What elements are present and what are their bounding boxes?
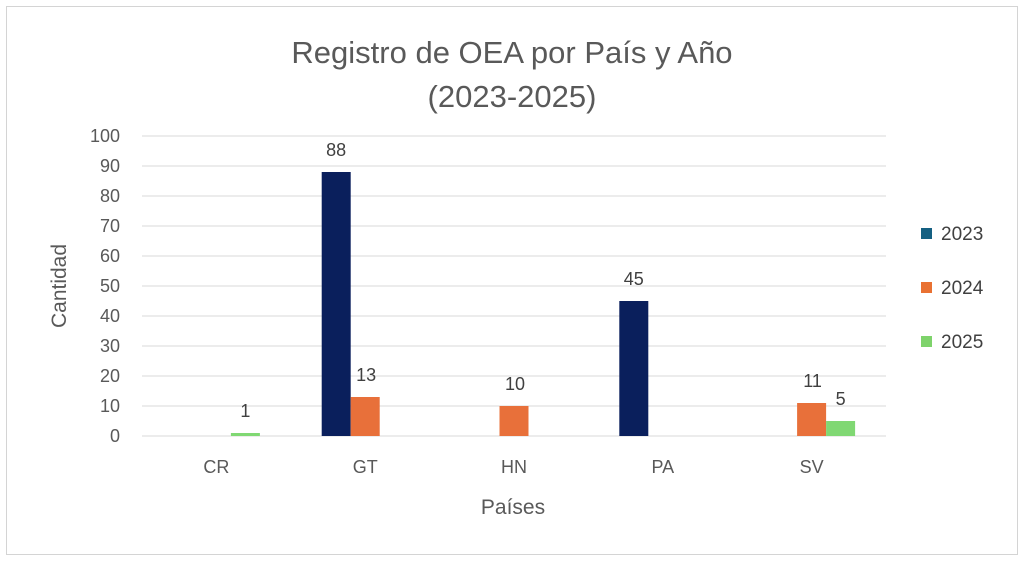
x-tick-label: CR: [203, 457, 229, 477]
legend-label-2024: 2024: [941, 278, 984, 299]
y-tick-label: 0: [110, 426, 120, 446]
bar-2023-GT: [321, 172, 351, 436]
data-label: 13: [356, 365, 376, 385]
y-tick-label: 20: [100, 366, 120, 386]
bar-2025-CR: [230, 433, 260, 436]
y-axis-ticks: 0 10 20 30 40 50 60 70 80 90 100: [90, 126, 120, 446]
bar-2024-HN: [499, 406, 529, 436]
bar-2024-SV: [797, 403, 827, 436]
bar-2025-SV: [826, 421, 856, 436]
data-label: 45: [624, 269, 644, 289]
legend-label-2025: 2025: [941, 332, 983, 353]
y-tick-label: 30: [100, 336, 120, 356]
legend: 2023 2024 2025: [921, 224, 984, 353]
y-tick-label: 100: [90, 126, 120, 146]
legend-label-2023: 2023: [941, 224, 983, 245]
x-tick-label: GT: [353, 457, 378, 477]
y-tick-label: 10: [100, 396, 120, 416]
x-tick-label: SV: [800, 457, 824, 477]
bar-2024-GT: [350, 397, 380, 436]
y-tick-label: 50: [100, 276, 120, 296]
y-tick-label: 60: [100, 246, 120, 266]
data-label: 5: [836, 389, 846, 409]
y-tick-label: 80: [100, 186, 120, 206]
bar-2023-PA: [619, 301, 649, 436]
x-tick-label: PA: [651, 457, 674, 477]
y-tick-label: 70: [100, 216, 120, 236]
data-label: 11: [803, 371, 822, 391]
legend-swatch-2024: [921, 282, 932, 293]
data-label: 1: [240, 401, 250, 421]
data-labels: 1 88 13 10 45 11 5: [240, 140, 845, 421]
legend-swatch-2025: [921, 336, 932, 347]
y-axis-title: Cantidad: [48, 244, 71, 328]
gridlines: [142, 135, 886, 437]
data-label: 10: [505, 374, 525, 394]
chart-frame: [6, 6, 1018, 555]
x-axis-title: Países: [481, 496, 545, 519]
chart-title-line-1: Registro de OEA por País y Año: [291, 35, 732, 70]
x-tick-label: HN: [501, 457, 527, 477]
x-axis-ticks: CR GT HN PA SV: [203, 457, 823, 477]
legend-swatch-2023: [921, 228, 932, 239]
bars: [230, 172, 856, 436]
y-tick-label: 40: [100, 306, 120, 326]
data-label: 88: [326, 140, 346, 160]
y-tick-label: 90: [100, 156, 120, 176]
chart-title-line-2: (2023-2025): [428, 79, 597, 114]
